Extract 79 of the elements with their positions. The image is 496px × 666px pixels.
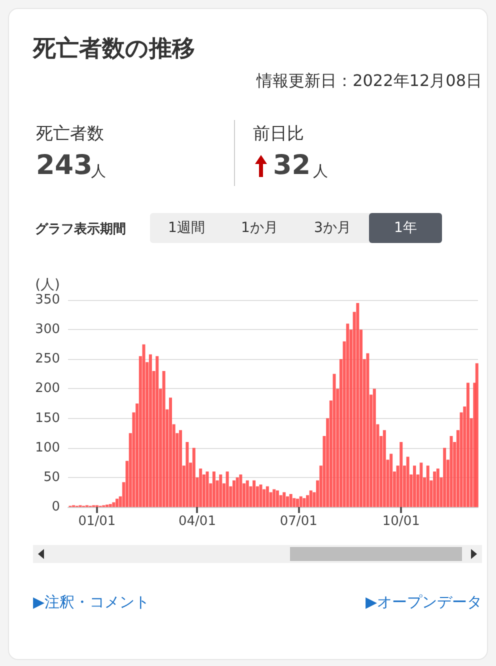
bar — [239, 474, 242, 507]
bar — [346, 324, 350, 507]
bar — [390, 454, 393, 507]
text: 1か月 — [240, 219, 279, 238]
bar — [252, 480, 256, 507]
y-tick-label: 250 — [35, 352, 60, 367]
y-axis-title: (人) — [35, 277, 60, 293]
x-tick-label: 01/01 — [78, 514, 116, 529]
y-tick-label: 0 — [52, 500, 60, 514]
y-tick-label: 300 — [35, 322, 60, 338]
bar — [400, 442, 403, 507]
bar — [412, 466, 416, 507]
y-tick-label: 200 — [35, 381, 60, 396]
text: 人 — [313, 162, 328, 181]
bar — [309, 490, 312, 507]
bar — [206, 472, 209, 507]
bar — [116, 498, 119, 507]
bar — [299, 496, 302, 507]
text: グラフ表示期間 — [35, 221, 126, 238]
bar — [366, 353, 370, 507]
bar — [292, 498, 296, 507]
bar — [475, 363, 478, 507]
bar — [169, 398, 172, 507]
bar — [259, 484, 262, 507]
bar — [466, 382, 470, 507]
y-tick-label: 150 — [35, 410, 60, 426]
bar — [302, 498, 306, 507]
bar — [272, 489, 276, 507]
bar — [219, 474, 222, 507]
bar — [142, 344, 146, 507]
text: 32 — [273, 150, 311, 181]
text: ▶注釈・コメント — [33, 593, 150, 612]
bar — [443, 448, 446, 507]
bar — [289, 494, 292, 507]
bar — [436, 468, 440, 507]
text: 情報更新日：2022年12月08日 — [256, 71, 482, 92]
bar — [226, 472, 229, 507]
text: 前日比 — [253, 123, 304, 145]
chart-title: 死亡者数の推移 — [33, 35, 195, 64]
bar — [179, 430, 182, 507]
x-tick-label: 10/01 — [382, 514, 420, 529]
bar — [356, 302, 360, 507]
y-tick-label: 100 — [35, 440, 60, 456]
text: 1年 — [369, 213, 442, 243]
bar — [199, 468, 202, 507]
bar — [420, 462, 423, 507]
bar — [406, 456, 410, 507]
text: 1週間 — [167, 219, 206, 238]
bar — [246, 480, 249, 507]
bar — [212, 472, 216, 507]
bar — [332, 374, 336, 507]
bar — [162, 370, 166, 507]
bar — [382, 430, 386, 507]
text: ▶オープンデータ — [365, 593, 482, 612]
bar — [186, 442, 189, 507]
bar — [450, 436, 453, 507]
y-tick-label: 50 — [43, 470, 60, 485]
bar — [433, 472, 436, 507]
bar — [156, 356, 159, 507]
bar — [372, 388, 376, 507]
y-tick-label: 350 — [35, 292, 60, 308]
text: 243 — [36, 150, 92, 181]
bar — [282, 492, 286, 507]
bar — [236, 477, 239, 507]
bar — [266, 486, 269, 507]
bar — [192, 448, 196, 507]
bar — [112, 502, 116, 507]
bar — [296, 498, 300, 507]
bar — [148, 354, 152, 507]
x-tick-label: 04/01 — [178, 514, 216, 529]
bar — [276, 490, 279, 507]
bar — [108, 504, 112, 507]
bar — [426, 466, 430, 507]
text: 人 — [91, 162, 106, 181]
text: 3か月 — [313, 219, 352, 238]
bar — [232, 480, 236, 507]
x-tick-label: 07/01 — [280, 514, 318, 529]
bar — [286, 496, 289, 507]
text: 死亡者数 — [36, 123, 104, 145]
